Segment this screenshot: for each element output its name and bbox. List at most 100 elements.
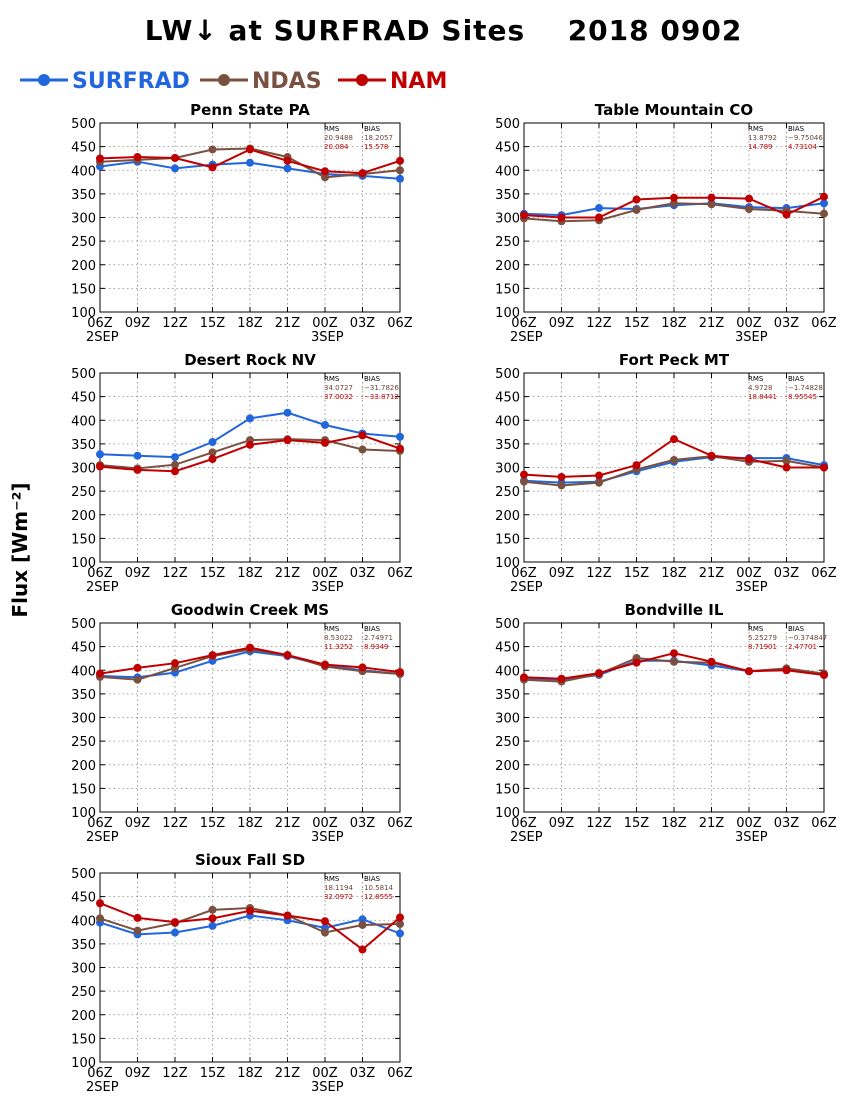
x-tick-label: 00Z (312, 1066, 338, 1081)
data-point (133, 913, 142, 922)
data-point (396, 174, 404, 183)
x-tick-label: 12Z (162, 816, 188, 831)
series-nam (96, 145, 404, 178)
data-point (171, 453, 179, 462)
series-nam (96, 899, 404, 954)
date-label: 3SEP (311, 830, 344, 845)
data-point (745, 667, 753, 676)
y-tick-label: 450 (495, 391, 520, 406)
stats-ndas-sep: : (785, 384, 787, 392)
y-tick-label: 350 (71, 688, 96, 703)
x-tick-label: 21Z (699, 566, 725, 581)
stats-nam-rms: 32.0972 (324, 893, 353, 901)
stats-ndas-rms: 5.25279 (748, 634, 777, 642)
y-tick-label: 350 (71, 188, 96, 203)
data-point (208, 651, 217, 660)
data-point (358, 445, 367, 454)
data-point (396, 920, 404, 929)
y-tick-label: 350 (495, 438, 520, 453)
stats-ndas-bias: −0.374847 (788, 634, 827, 642)
stats-nam-rms: 37.0032 (324, 393, 353, 401)
y-tick-label: 150 (71, 1032, 96, 1047)
y-tick-label: 500 (71, 117, 96, 132)
data-point (246, 643, 254, 652)
x-tick-label: 21Z (275, 566, 301, 581)
data-point (171, 460, 179, 469)
stats-nam-bias: 15.578 (364, 143, 389, 151)
x-tick-label: 09Z (549, 316, 575, 331)
y-tick-label: 400 (495, 164, 520, 179)
date-label: 3SEP (311, 330, 344, 345)
y-tick-label: 300 (71, 712, 96, 727)
stats-nam-rms: 11.3252 (324, 643, 353, 651)
data-point (283, 408, 292, 417)
x-tick-label: 06Z (87, 566, 113, 581)
legend: SURFRAD NDAS NAM (20, 69, 447, 94)
x-tick-label: 21Z (699, 816, 725, 831)
legend-item-nam: NAM (338, 69, 447, 94)
y-tick-label: 350 (71, 938, 96, 953)
y-tick-label: 400 (71, 164, 96, 179)
data-point (208, 437, 217, 446)
stats-nam-bias: 4.73104 (788, 143, 817, 151)
date-label: 2SEP (86, 1080, 119, 1095)
x-tick-label: 09Z (125, 316, 151, 331)
data-point (96, 154, 104, 163)
legend-item-surfrad: SURFRAD (20, 69, 190, 94)
x-tick-label: 15Z (624, 316, 650, 331)
data-point (96, 462, 104, 471)
x-tick-label: 06Z (387, 1066, 413, 1081)
stats-nam-sep: : (785, 643, 787, 651)
y-tick-label: 100 (71, 1056, 96, 1071)
x-tick-label: 12Z (162, 566, 188, 581)
date-label: 3SEP (311, 580, 344, 595)
y-tick-label: 250 (71, 735, 96, 750)
data-point (595, 471, 603, 480)
chart-panel: Fort Peck MT 100 150 200 250 300 350 400 450 500 0… (495, 351, 837, 595)
data-point (133, 926, 142, 935)
stats-bias-header: BIAS (364, 625, 381, 633)
y-tick-label: 300 (495, 212, 520, 227)
stats-ndas-rms: 20.9488 (324, 134, 353, 142)
data-point (520, 477, 528, 486)
data-point (246, 440, 254, 449)
y-tick-label: 300 (71, 212, 96, 227)
y-tick-label: 400 (71, 914, 96, 929)
x-tick-label: 00Z (312, 816, 338, 831)
y-axis-label-container: Flux [Wm⁻²] (8, 482, 32, 617)
date-label: 2SEP (86, 580, 119, 595)
data-point (396, 668, 404, 677)
stats-nam-bias: 2.47701 (788, 643, 817, 651)
page-title: LW↓ at SURFRAD Sites 2018 0902 (145, 14, 742, 47)
data-point (358, 945, 367, 954)
data-point (208, 448, 217, 457)
data-point (133, 153, 142, 162)
y-tick-label: 350 (71, 438, 96, 453)
data-point (782, 456, 791, 465)
data-point (396, 166, 404, 175)
x-tick-label: 18Z (661, 566, 687, 581)
data-point (820, 209, 828, 218)
y-tick-label: 300 (71, 962, 96, 977)
y-tick-label: 250 (71, 235, 96, 250)
x-tick-label: 15Z (624, 816, 650, 831)
x-tick-label: 06Z (511, 316, 537, 331)
stats-ndas-bias: 2.74971 (364, 634, 393, 642)
data-point (670, 657, 678, 666)
data-point (782, 666, 791, 675)
data-point (670, 435, 678, 444)
y-tick-label: 150 (71, 282, 96, 297)
stats-nam-bias: 8.9349 (364, 643, 389, 651)
x-tick-label: 06Z (87, 316, 113, 331)
stats-nam-bias: 8.95545 (788, 393, 817, 401)
data-point (171, 467, 179, 476)
data-point (632, 658, 641, 667)
y-tick-label: 300 (495, 462, 520, 477)
stats-ndas-sep: : (785, 134, 787, 142)
data-point (321, 917, 329, 926)
data-point (208, 145, 217, 154)
y-tick-label: 250 (495, 735, 520, 750)
data-point (283, 156, 292, 165)
stats-ndas-rms: 8.53022 (324, 634, 353, 642)
x-tick-label: 03Z (774, 816, 800, 831)
